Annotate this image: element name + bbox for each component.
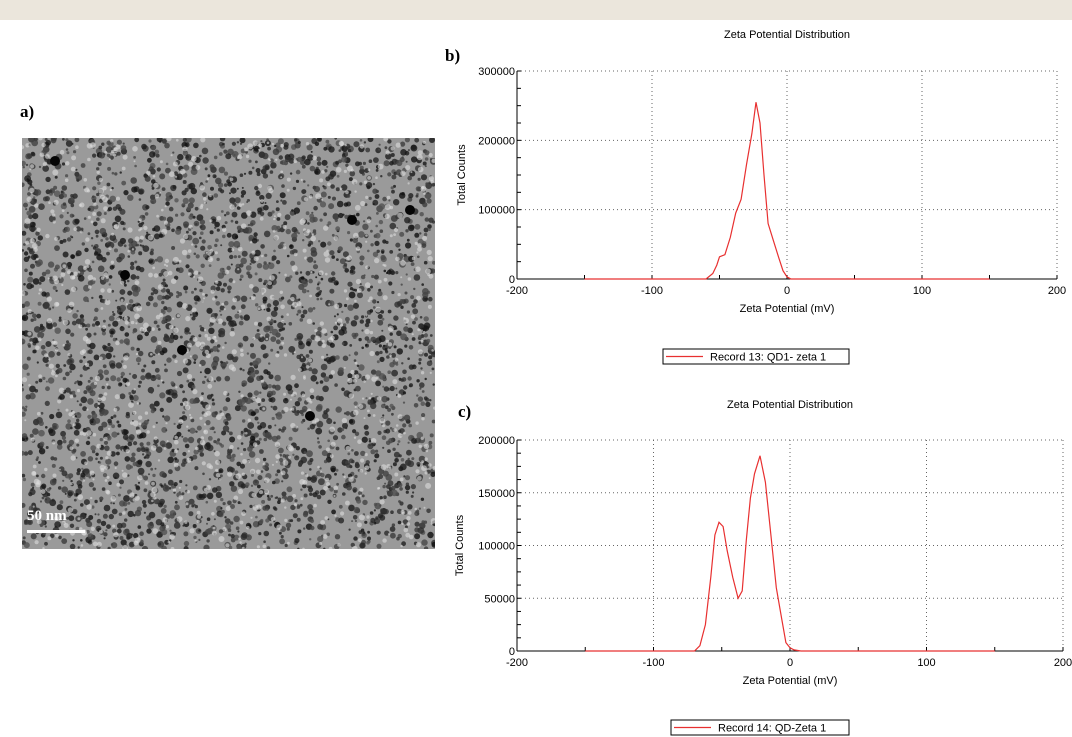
chart-title: Zeta Potential Distribution [724,29,850,41]
x-tick-label: 0 [787,657,793,669]
legend-box [670,719,850,736]
y-tick-label: 0 [509,274,515,286]
y-axis-label: Total Counts [456,144,468,206]
tem-particles [22,138,435,549]
tem-texture [22,138,435,549]
scale-bar [27,530,85,533]
chart-title: Zeta Potential Distribution [727,399,853,411]
y-tick-label: 300000 [478,66,515,78]
x-tick-label: 100 [917,657,935,669]
x-tick-label: 0 [784,285,790,297]
y-tick-label: 200000 [478,435,515,447]
panel-label-a: a) [20,102,35,121]
grid [517,439,1064,651]
scale-bar-label: 50 nm [27,508,67,524]
y-tick-label: 50000 [484,593,515,605]
panel-label-c: c) [458,402,472,421]
panel-label-b: b) [445,46,461,65]
y-tick-label: 0 [509,646,515,658]
x-tick-label: 200 [1048,285,1066,297]
x-tick-label: -100 [641,285,663,297]
legend-label: Record 13: QD1- zeta 1 [710,352,826,364]
x-axis-label: Zeta Potential (mV) [743,675,838,687]
y-tick-label: 100000 [478,541,515,553]
tem-micrograph: 50 nm [22,138,435,549]
legend-label: Record 14: QD-Zeta 1 [718,723,826,735]
y-tick-label: 200000 [478,135,515,147]
legend: Record 13: QD1- zeta 1 [662,348,850,365]
x-tick-label: 200 [1054,657,1072,669]
x-axis-label: Zeta Potential (mV) [740,303,835,315]
y-axis-label: Total Counts [454,514,466,576]
grid [517,70,1058,279]
x-tick-label: -200 [506,657,528,669]
x-tick-label: -200 [506,285,528,297]
series-line [585,455,995,652]
y-tick-label: 100000 [478,205,515,217]
x-tick-label: -100 [642,657,664,669]
top-band [0,0,1072,20]
x-tick-label: 100 [913,285,931,297]
legend-box [662,348,850,365]
series-line [584,102,990,280]
legend: Record 14: QD-Zeta 1 [670,719,850,736]
y-tick-label: 150000 [478,488,515,500]
